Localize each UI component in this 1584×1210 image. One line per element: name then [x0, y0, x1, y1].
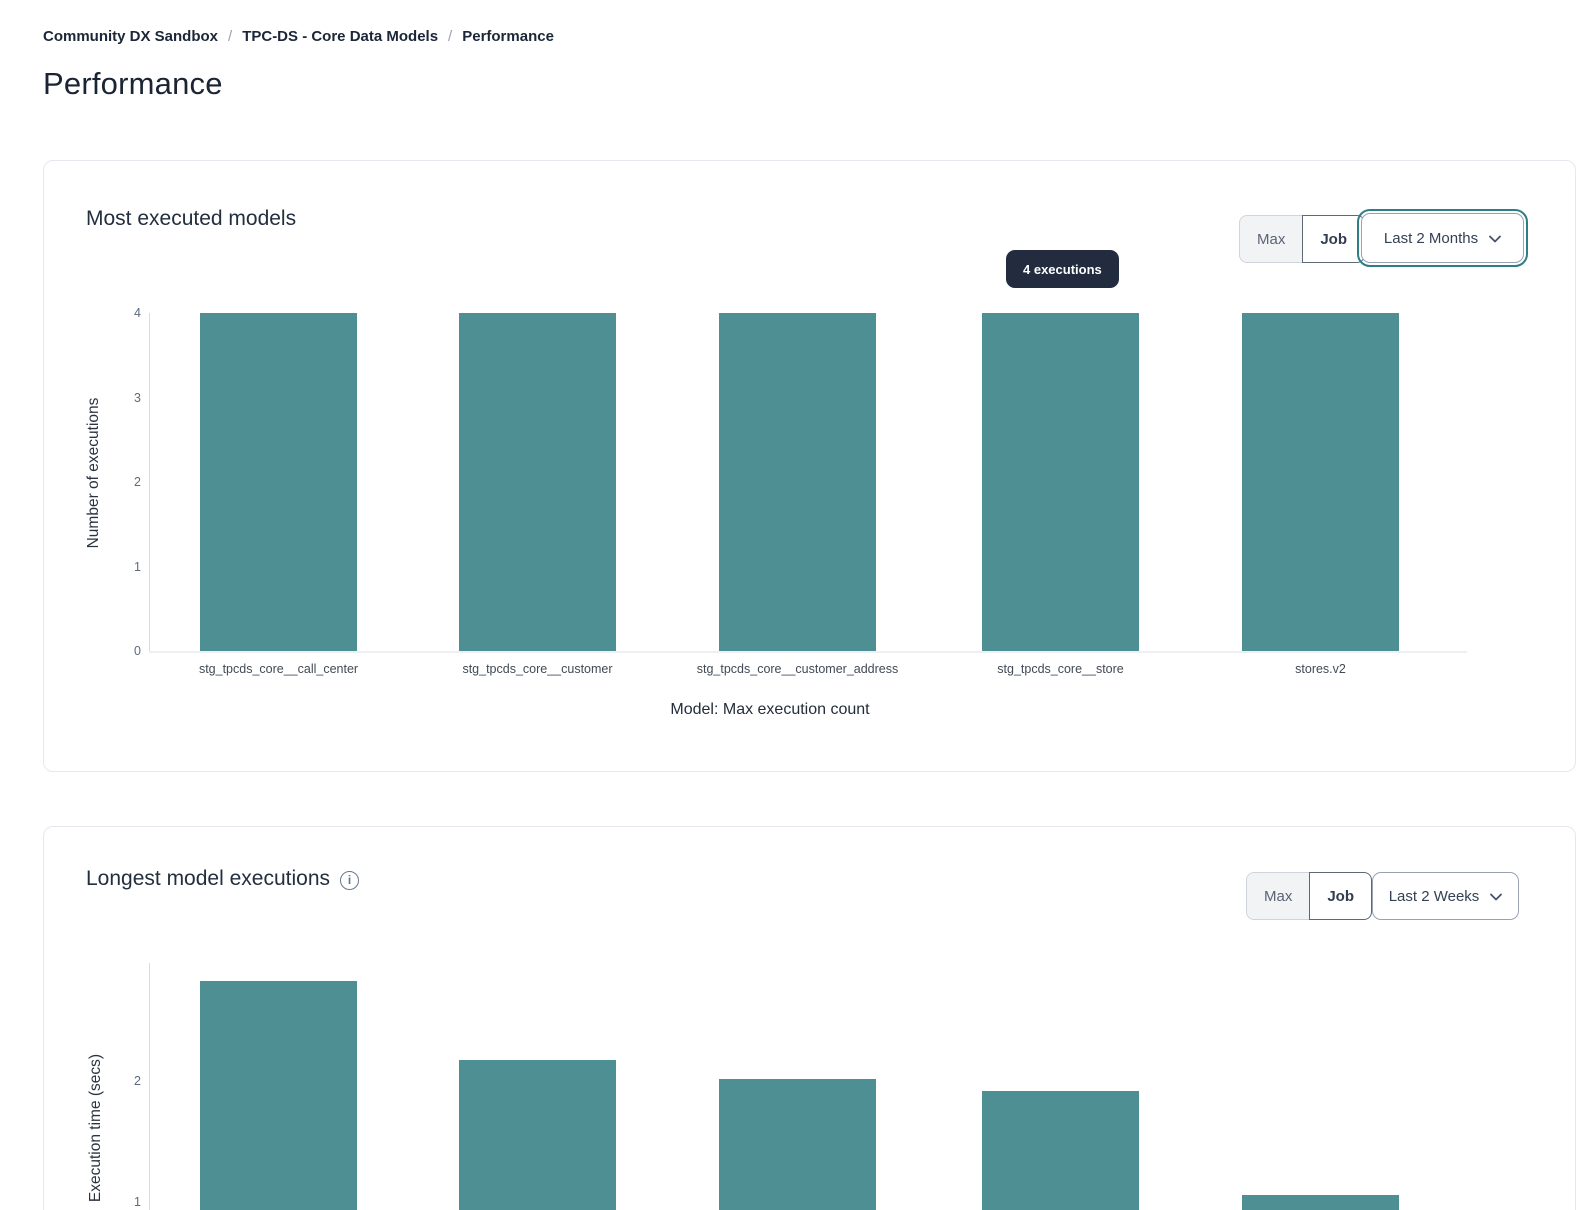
time-range-dropdown[interactable]: Last 2 Weeks: [1372, 872, 1519, 920]
breadcrumb-item-current[interactable]: Performance: [462, 28, 554, 45]
max-toggle-button[interactable]: Max: [1246, 872, 1310, 920]
bar-stores.v2[interactable]: [1242, 313, 1399, 651]
x-category-label: stg_tpcds_core__call_center: [198, 662, 359, 676]
most-executed-models-card: Most executed models Max Job Last 2 Mont…: [43, 160, 1576, 772]
job-toggle-button[interactable]: Job: [1309, 872, 1373, 920]
time-range-value: Last 2 Weeks: [1388, 887, 1480, 905]
y-axis-line: [149, 313, 150, 652]
chart-tooltip: 4 executions: [1006, 250, 1119, 288]
y-tick-label: 0: [134, 644, 141, 658]
time-range-dropdown[interactable]: Last 2 Months: [1357, 209, 1528, 267]
time-range-value: Last 2 Months: [1383, 229, 1479, 247]
card-title: Longest model executions i: [86, 867, 359, 891]
bar-stg_tpcds_core__store[interactable]: [982, 313, 1139, 651]
x-axis-baseline: [149, 651, 1467, 653]
y-axis-title: Execution time (secs): [87, 1053, 104, 1203]
card-title: Most executed models: [86, 207, 296, 231]
x-category-label: stg_tpcds_core__store: [997, 662, 1124, 676]
max-toggle-button[interactable]: Max: [1239, 215, 1303, 263]
breadcrumb-item-account[interactable]: Community DX Sandbox: [43, 28, 219, 45]
y-tick-label: 1: [134, 1195, 141, 1209]
x-category-label: stores.v2: [1295, 662, 1346, 676]
card-title-text: Most executed models: [86, 207, 297, 230]
page-title: Performance: [43, 66, 223, 101]
breadcrumb-separator: /: [448, 28, 453, 45]
job-toggle-button[interactable]: Job: [1302, 215, 1366, 263]
max-job-toggle: Max Job: [1246, 872, 1373, 920]
y-tick-label: 4: [134, 306, 141, 320]
y-tick-label: 3: [134, 390, 141, 405]
y-tick-label: 1: [134, 559, 141, 574]
chevron-down-icon: [1489, 235, 1502, 243]
x-axis-title: Model: Max execution count: [670, 701, 870, 718]
y-axis-title: Number of executions: [85, 397, 102, 549]
bar-stg_tpcds_core__customer_address[interactable]: [719, 313, 876, 651]
breadcrumb-separator: /: [228, 28, 233, 45]
bar-series-5[interactable]: [1242, 1194, 1399, 1210]
breadcrumb-item-project[interactable]: TPC-DS - Core Data Models: [242, 28, 439, 45]
y-tick-label: 2: [134, 1074, 141, 1088]
y-tick-label: 2: [134, 475, 141, 489]
y-axis-line: [149, 963, 150, 1210]
info-icon[interactable]: i: [340, 870, 359, 890]
longest-model-executions-card: Longest model executions i Max Job Last …: [43, 826, 1576, 1210]
bar-series-2[interactable]: [459, 1060, 616, 1210]
bar-series-4[interactable]: [982, 1090, 1139, 1210]
x-category-label: stg_tpcds_core__customer: [462, 662, 613, 676]
card-title-text: Longest model executions: [86, 867, 330, 890]
bar-series-1[interactable]: [200, 980, 357, 1210]
bar-stg_tpcds_core__call_center[interactable]: [200, 313, 357, 651]
bar-stg_tpcds_core__customer[interactable]: [459, 313, 616, 651]
x-category-label: stg_tpcds_core__customer_address: [696, 662, 899, 676]
bar-series-3[interactable]: [719, 1078, 876, 1210]
breadcrumb: Community DX Sandbox / TPC-DS - Core Dat…: [43, 28, 554, 45]
chevron-down-icon: [1490, 893, 1503, 901]
max-job-toggle: Max Job: [1239, 215, 1366, 263]
